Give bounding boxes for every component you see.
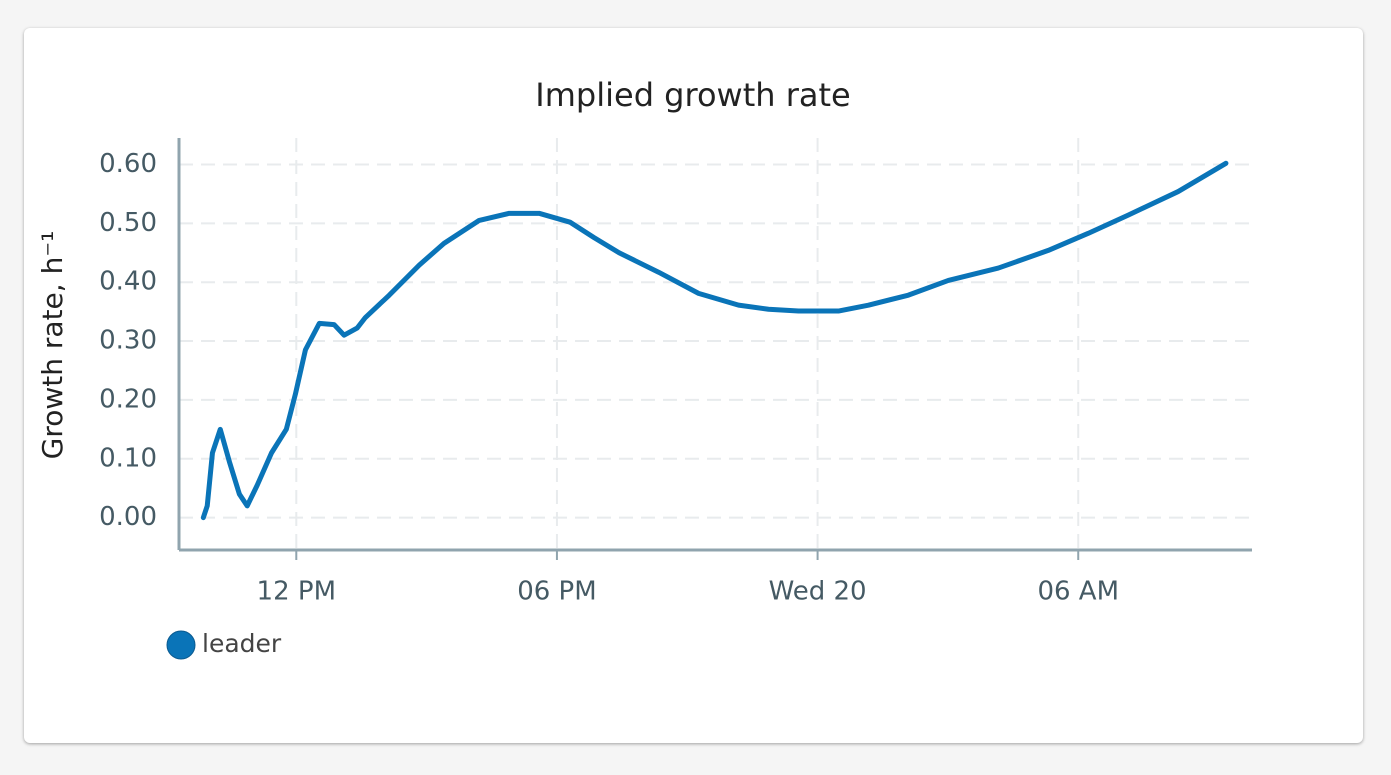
y-axis-label: Growth rate, h⁻¹ <box>36 231 69 460</box>
y-tick-label: 0.30 <box>99 326 157 356</box>
x-tick-label: Wed 20 <box>769 577 867 607</box>
x-tick-label: 06 AM <box>1037 577 1119 607</box>
legend-marker <box>166 630 196 660</box>
legend-label: leader <box>202 629 282 658</box>
line-series <box>200 160 1229 521</box>
card <box>24 28 1363 743</box>
y-tick-label: 0.20 <box>99 384 157 414</box>
y-tick-label: 0.40 <box>99 267 157 297</box>
y-tick-label: 0.60 <box>99 149 157 179</box>
chart-title: Implied growth rate <box>535 76 850 114</box>
x-tick-label: 06 PM <box>517 577 596 607</box>
y-tick-label: 0.50 <box>99 208 157 238</box>
y-tick-label: 0.10 <box>99 443 157 473</box>
y-tick-label: 0.00 <box>99 502 157 532</box>
x-tick-label: 12 PM <box>257 577 336 607</box>
